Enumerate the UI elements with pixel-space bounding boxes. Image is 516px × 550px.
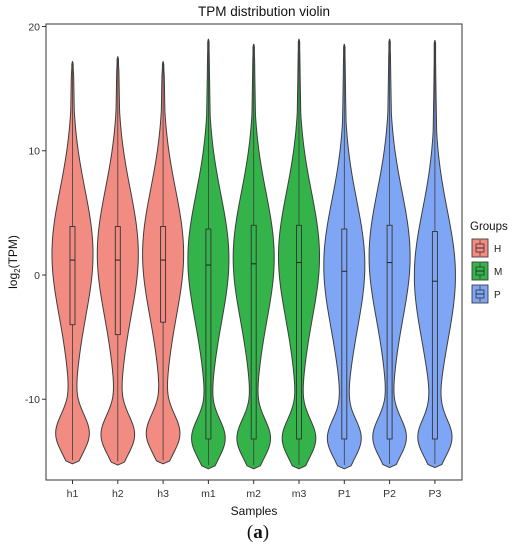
caption-close-paren: ) xyxy=(262,522,270,543)
violin-h2 xyxy=(96,56,139,466)
violin-h1 xyxy=(51,61,94,465)
violin-m3 xyxy=(278,38,320,470)
legend-key-M: M xyxy=(471,261,502,281)
chart-title: TPM distribution violin xyxy=(198,4,330,19)
box-m2 xyxy=(250,224,257,440)
legend-key-P: P xyxy=(471,284,501,304)
caption-letter: a xyxy=(253,522,263,543)
y-tick-label-20: 20 xyxy=(28,21,40,33)
y-axis-label-subscript: 2 xyxy=(13,268,22,273)
box-P3 xyxy=(431,231,438,440)
x-tick-label-m1: m1 xyxy=(201,488,216,500)
x-tick-label-h3: h3 xyxy=(157,488,169,500)
legend: Groups H M P xyxy=(470,221,508,304)
box-m3 xyxy=(296,224,302,440)
violin-layer xyxy=(51,38,456,470)
legend-label-P: P xyxy=(494,290,501,301)
x-tick-label-P1: P1 xyxy=(338,488,351,500)
y-tick-label-0: 0 xyxy=(34,270,40,282)
caption-open-paren: ( xyxy=(246,522,254,543)
box-m1 xyxy=(205,228,212,440)
box-h2 xyxy=(114,226,121,336)
x-axis-label: Samples xyxy=(231,504,278,518)
x-tick-label-m3: m3 xyxy=(292,488,307,500)
x-tick-label-h1: h1 xyxy=(67,488,79,500)
box-P2 xyxy=(386,224,393,440)
x-axis: h1 h2 h3 m1 m2 m3 P1 P2 P3 xyxy=(67,480,441,500)
violin-h3 xyxy=(142,61,185,465)
legend-label-H: H xyxy=(494,244,501,255)
x-tick-label-m2: m2 xyxy=(246,488,261,500)
y-tick-label-10: 10 xyxy=(28,146,40,158)
violin-P1 xyxy=(323,43,366,470)
box-h3 xyxy=(160,226,167,323)
legend-title: Groups xyxy=(470,221,508,233)
box-P1 xyxy=(341,228,348,440)
violin-P2 xyxy=(368,38,411,469)
legend-key-H: H xyxy=(471,238,501,258)
legend-label-M: M xyxy=(494,267,502,278)
violin-m2 xyxy=(232,43,275,470)
x-tick-label-h2: h2 xyxy=(112,488,124,500)
violin-P3 xyxy=(413,40,456,469)
violin-m1 xyxy=(187,38,230,470)
x-tick-label-P3: P3 xyxy=(428,488,441,500)
y-tick-label--10: -10 xyxy=(25,394,40,406)
y-axis: -10 0 10 20 xyxy=(25,21,46,406)
box-h1 xyxy=(69,226,76,326)
y-axis-label-suffix: (TPM) xyxy=(6,235,20,268)
figure-caption: (a) xyxy=(0,522,516,544)
y-axis-label-prefix: log xyxy=(6,273,20,289)
x-tick-label-P2: P2 xyxy=(383,488,396,500)
y-axis-label: log2(TPM) xyxy=(6,235,22,289)
